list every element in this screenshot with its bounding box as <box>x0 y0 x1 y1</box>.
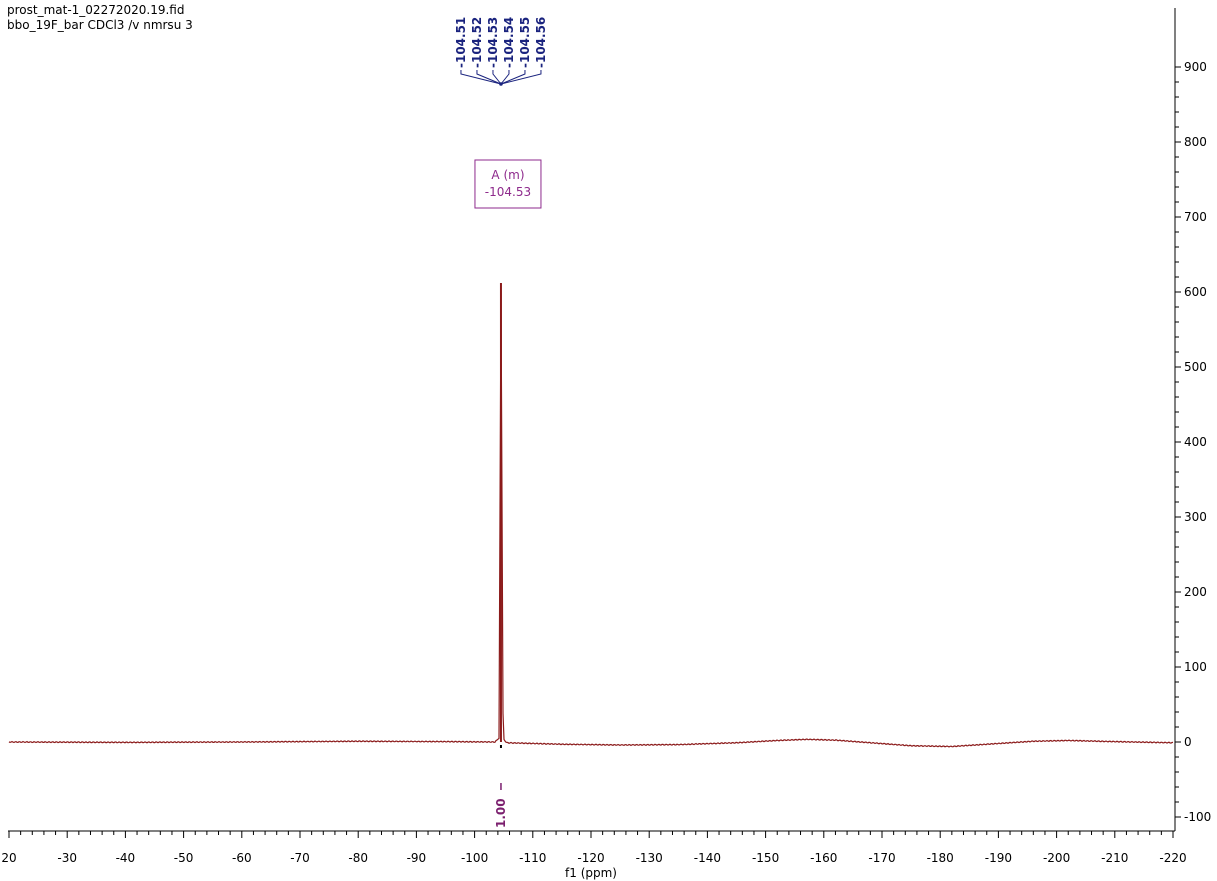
x-tick-label: -170 <box>868 851 895 865</box>
peak-connector <box>500 70 510 85</box>
multiplet-name: A (m) <box>491 168 524 182</box>
peak-connector <box>476 70 502 85</box>
x-tick-label: -180 <box>927 851 954 865</box>
y-axis-ticks: -100 0 100 200 300 400 500 600 700 800 900 <box>1175 60 1211 824</box>
x-tick-label: -70 <box>290 851 310 865</box>
spectrum-header: prost_mat-1_02272020.19.fid bbo_19F_bar … <box>7 3 193 33</box>
x-tick-label: 20 <box>1 851 16 865</box>
x-tick-label: -60 <box>232 851 252 865</box>
multiplet-annotation: A (m) -104.53 <box>474 159 542 209</box>
peak-connector <box>500 70 542 85</box>
multiplet-shift: -104.53 <box>485 185 531 199</box>
y-tick-label: 300 <box>1184 510 1207 524</box>
peak-label: -104.53 <box>486 17 500 68</box>
peak-label: -104.55 <box>518 17 532 68</box>
x-tick-label: -50 <box>174 851 194 865</box>
x-tick-label: -200 <box>1043 851 1070 865</box>
x-tick-label: -220 <box>1159 851 1186 865</box>
peak-label: -104.52 <box>470 17 484 68</box>
multiplet-box-frame <box>474 159 542 209</box>
peak-labels: -104.51 -104.52 -104.53 -104.54 -104.55 -104.… <box>454 17 548 86</box>
x-tick-label: -40 <box>116 851 136 865</box>
peak-label: -104.56 <box>534 17 548 68</box>
x-tick-label: -140 <box>694 851 721 865</box>
x-tick-label: -150 <box>752 851 779 865</box>
y-tick-label: 800 <box>1184 135 1207 149</box>
peak-connector <box>492 70 502 85</box>
integral-annotation: 1.00 <box>494 783 508 828</box>
y-tick-label: 900 <box>1184 60 1207 74</box>
x-tick-label: -80 <box>348 851 368 865</box>
x-axis-ticks: 20 -30 -40 -50 -60 -70 -80 -90 -100 -110 -120 -130 -… <box>1 831 1187 865</box>
y-tick-label: 100 <box>1184 660 1207 674</box>
x-tick-label: -160 <box>810 851 837 865</box>
y-tick-label: 400 <box>1184 435 1207 449</box>
x-tick-label: -210 <box>1101 851 1128 865</box>
experiment-info: bbo_19F_bar CDCl3 /v nmrsu 3 <box>7 18 193 32</box>
y-tick-label: 600 <box>1184 285 1207 299</box>
spectrum-series-line <box>8 290 1174 748</box>
y-tick-label: 200 <box>1184 585 1207 599</box>
y-tick-label: 0 <box>1184 735 1192 749</box>
y-tick-label: -100 <box>1184 810 1211 824</box>
integral-value: 1.00 <box>494 798 508 828</box>
x-axis-label: f1 (ppm) <box>565 866 617 880</box>
x-tick-label: -100 <box>461 851 488 865</box>
peak-connector <box>500 70 526 85</box>
x-tick-label: -190 <box>985 851 1012 865</box>
x-tick-label: -120 <box>577 851 604 865</box>
x-tick-label: -90 <box>407 851 427 865</box>
peak-join-dot <box>499 82 503 86</box>
y-tick-label: 500 <box>1184 360 1207 374</box>
peak-label: -104.54 <box>502 17 516 68</box>
peak-connector <box>460 70 502 85</box>
peak-label: -104.51 <box>454 17 468 68</box>
x-tick-label: -130 <box>636 851 663 865</box>
x-tick-label: -30 <box>57 851 77 865</box>
y-tick-label: 700 <box>1184 210 1207 224</box>
file-name: prost_mat-1_02272020.19.fid <box>7 3 185 17</box>
x-tick-label: -110 <box>519 851 546 865</box>
